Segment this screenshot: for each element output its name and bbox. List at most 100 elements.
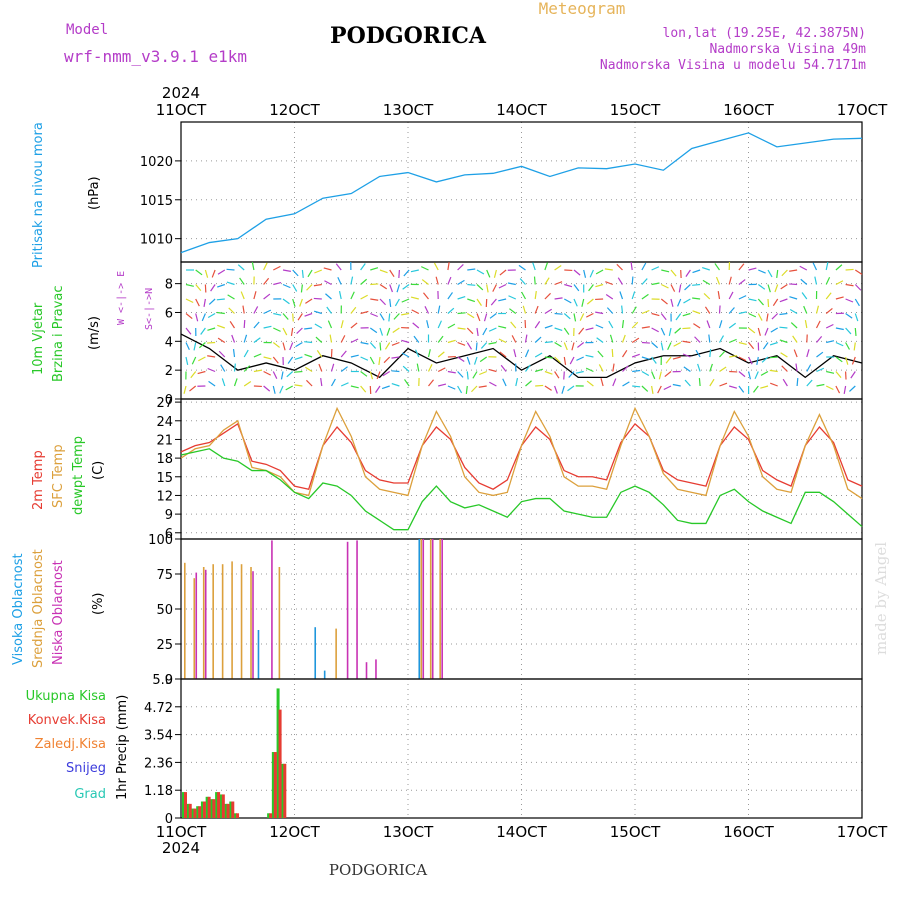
cloud-ytick-label: 25 [156,638,173,653]
wind-barb [717,291,721,300]
wind-barb [825,307,833,314]
precip-bar [198,806,202,818]
wind-barb [253,369,262,373]
wind-barb [672,356,681,360]
wind-barb [554,265,562,271]
temp-label-2: SFC Temp [51,444,66,508]
wind-barb [581,298,585,307]
wind-barb [600,378,604,387]
wind-barb [692,310,701,315]
wind-barb [232,348,236,358]
wind-barb [350,354,359,358]
wind-barb [697,363,701,372]
wind-barb [554,281,563,286]
wind-barb [404,379,410,387]
wind-barb [595,311,604,315]
wind-barb [379,313,385,321]
temp-series-1 [180,406,863,500]
wind-barb [728,291,734,300]
wind-barb [389,269,395,278]
wind-barb [231,334,236,343]
wind-barb [379,327,384,336]
cloud-bar [193,578,196,679]
wind-barb [589,269,594,278]
wind-barb [760,385,769,389]
wind-barb [544,308,553,315]
wind-barb [296,327,303,334]
wind-series-0 [180,333,863,379]
wind-barb [335,263,342,271]
wind-barb [398,269,400,279]
wind-barb [769,356,778,359]
wind-barb [243,381,252,387]
wind-barb [815,305,820,314]
wind-barb [597,350,604,358]
wind-barb [825,292,832,300]
wind-barb [544,341,553,344]
wind-barb [195,284,202,292]
wind-barb [447,307,455,314]
wind-barb [703,293,711,300]
wind-barb [326,306,332,314]
wind-barb [457,356,465,362]
wind-barb [457,371,464,378]
wind-compass-2: S<-|->N [144,288,155,330]
wind-label-2: Brzina i Pravac [51,285,66,382]
wind-barb [185,327,192,335]
wind-barb [738,279,746,285]
wind-barb [621,349,628,358]
precip-bar [210,799,214,818]
wind-barb [391,370,400,373]
wind-barb [263,356,272,360]
wind-barb [693,323,701,329]
wind-barb [796,377,799,387]
wind-barb [611,348,614,358]
wind-barb [233,363,236,372]
pressure-unit: (hPa) [87,176,102,210]
wind-barb [375,385,381,393]
wind-barb [631,306,637,314]
wind-barb [490,298,497,306]
x-tick-bottom-label: 16OCT [723,823,774,841]
wind-barb [208,380,216,387]
wind-barb [604,268,613,271]
footer-station: PODGORICA [329,861,427,879]
wind-barb [384,342,391,350]
wind-barb [369,342,377,349]
cloud-bar [278,567,281,679]
wind-barb [660,313,667,321]
wind-barb [379,298,386,306]
x-tick-bottom-label: 14OCT [496,823,547,841]
wind-barb [513,349,517,358]
wind-ytick-label: 4 [165,335,173,350]
wind-barb [217,324,226,329]
wind-barb [563,371,565,380]
wind-barb [350,306,357,314]
year-bottom: 2024 [162,839,200,857]
wind-barb [294,384,303,387]
wind-barb [595,269,604,275]
wind-barb [853,342,856,351]
wind-barb [189,385,197,392]
wind-barb [664,371,672,378]
wind-barb [185,298,194,304]
precip-bar [188,803,192,818]
wind-barb [563,342,568,351]
precip-bar [278,709,282,818]
wind-barb [835,385,841,394]
wind-barb [228,307,235,314]
wind-barb [576,356,584,361]
wind-barb [682,312,691,317]
wind-barb [535,368,544,373]
wind-barb [350,291,355,300]
wind-barb [466,312,475,319]
wind-barb [524,349,530,358]
credit-text: made by Angel [872,542,890,655]
precip-bar [193,808,197,818]
pressure-series-0 [180,132,863,254]
cloud-ytick-label: 100 [148,533,173,548]
wind-barb [605,294,614,300]
wind-barb [719,382,728,387]
wind-barb [467,298,476,303]
